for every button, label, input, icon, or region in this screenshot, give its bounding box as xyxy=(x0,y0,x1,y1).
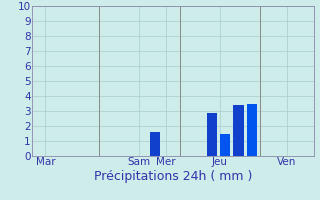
Bar xyxy=(247,104,257,156)
Bar xyxy=(150,132,160,156)
Bar xyxy=(220,134,230,156)
Bar xyxy=(207,112,217,156)
Bar xyxy=(233,105,244,156)
X-axis label: Précipitations 24h ( mm ): Précipitations 24h ( mm ) xyxy=(94,170,252,183)
